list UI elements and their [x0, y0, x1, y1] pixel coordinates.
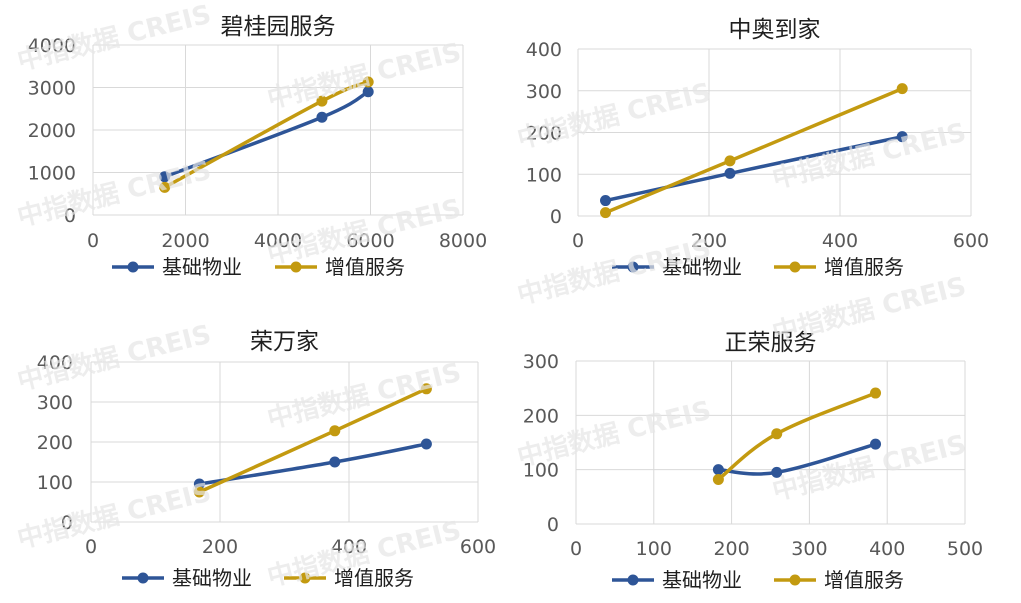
watermark-layer: 中指数据 CREIS 中指数据 CREIS 中指数据 CREIS 中指数据 CREIS…: [14, 0, 969, 593]
y-tick-label: 300: [37, 392, 73, 414]
data-point: [316, 111, 328, 123]
y-tick-label: 1000: [28, 163, 76, 185]
y-tick-label: 0: [61, 512, 73, 534]
y-tick-label: 300: [523, 351, 559, 373]
series-line-2: [162, 80, 370, 190]
data-point: [362, 86, 374, 98]
chart-panel-1: 0 2000 4000 6000 8000 0 1000 2000 3000 4000 碧桂园服务基…: [28, 14, 488, 279]
chart-title: 中奥到家: [729, 17, 821, 43]
x-tick-label: 400: [331, 536, 367, 558]
legend-marker: [299, 572, 311, 584]
data-point: [316, 95, 328, 107]
data-point: [724, 167, 736, 179]
x-tick-label: 400: [869, 538, 905, 560]
x-tick-label: 600: [953, 230, 989, 252]
y-tick-label: 100: [526, 164, 562, 186]
legend-marker: [137, 572, 149, 584]
data-point: [362, 76, 374, 88]
data-point: [193, 478, 205, 490]
x-tick-label: 4000: [254, 230, 302, 252]
legend-label: 增值服务: [824, 568, 904, 592]
y-tick-label: 2000: [28, 120, 76, 142]
y-tick-label: 100: [523, 460, 559, 482]
y-tick-label: 200: [523, 405, 559, 427]
data-point: [896, 83, 908, 95]
legend-marker: [789, 261, 801, 273]
legend-marker: [627, 574, 639, 586]
y-tick-label: 0: [64, 205, 76, 227]
legend-marker: [127, 261, 139, 273]
y-tick-label: 100: [37, 472, 73, 494]
watermark-text: 中指数据 CREIS: [769, 118, 969, 195]
y-tick-label: 400: [526, 39, 562, 61]
x-tick-label: 0: [85, 536, 97, 558]
x-tick-label: 0: [572, 230, 584, 252]
x-tick-label: 0: [570, 538, 582, 560]
data-point: [420, 438, 432, 450]
y-tick-label: 400: [37, 352, 73, 374]
data-point: [329, 456, 341, 468]
watermark-text: 中指数据 CREIS: [769, 272, 969, 349]
legend-marker: [627, 261, 639, 273]
chart-title: 正荣服务: [725, 330, 817, 356]
legend-marker: [290, 261, 302, 273]
y-tick-label: 0: [547, 514, 559, 536]
data-point: [712, 473, 724, 485]
data-point: [870, 438, 882, 450]
x-tick-label: 200: [202, 536, 238, 558]
legend-label: 基础物业: [162, 255, 242, 279]
x-tick-label: 400: [822, 230, 858, 252]
x-tick-label: 200: [691, 230, 727, 252]
y-tick-label: 3000: [28, 78, 76, 100]
y-tick-label: 4000: [28, 35, 76, 57]
x-tick-label: 500: [947, 538, 983, 560]
x-tick-label: 0: [87, 230, 99, 252]
series-line-1: [162, 90, 370, 179]
data-point: [159, 181, 171, 193]
x-tick-label: 8000: [439, 230, 487, 252]
x-tick-label: 200: [713, 538, 749, 560]
data-point: [896, 131, 908, 143]
data-point: [329, 425, 341, 437]
data-point: [771, 428, 783, 440]
y-tick-label: 200: [37, 432, 73, 454]
data-point: [712, 464, 724, 476]
legend-label: 基础物业: [172, 566, 252, 590]
data-point: [870, 387, 882, 399]
x-tick-label: 6000: [346, 230, 394, 252]
data-point: [159, 171, 171, 183]
legend-label: 增值服务: [325, 255, 405, 279]
legend-label: 增值服务: [824, 255, 904, 279]
data-point: [600, 207, 612, 219]
x-tick-label: 600: [460, 536, 496, 558]
y-tick-label: 200: [526, 123, 562, 145]
data-point: [420, 383, 432, 395]
x-tick-label: 100: [636, 538, 672, 560]
chart-title: 荣万家: [250, 329, 319, 355]
x-tick-label: 300: [791, 538, 827, 560]
y-tick-label: 300: [526, 81, 562, 103]
x-tick-label: 2000: [161, 230, 209, 252]
watermark-text: 中指数据 CREIS: [264, 358, 464, 435]
data-point: [193, 486, 205, 498]
legend-label: 增值服务: [334, 566, 414, 590]
data-point: [771, 466, 783, 478]
watermark-text: 中指数据 CREIS: [264, 38, 464, 115]
legend-label: 基础物业: [662, 255, 742, 279]
legend-label: 基础物业: [662, 568, 742, 592]
chart-title: 碧桂园服务: [221, 14, 336, 40]
legend-marker: [789, 574, 801, 586]
data-point: [724, 155, 736, 167]
y-tick-label: 0: [550, 206, 562, 228]
data-point: [600, 195, 612, 207]
